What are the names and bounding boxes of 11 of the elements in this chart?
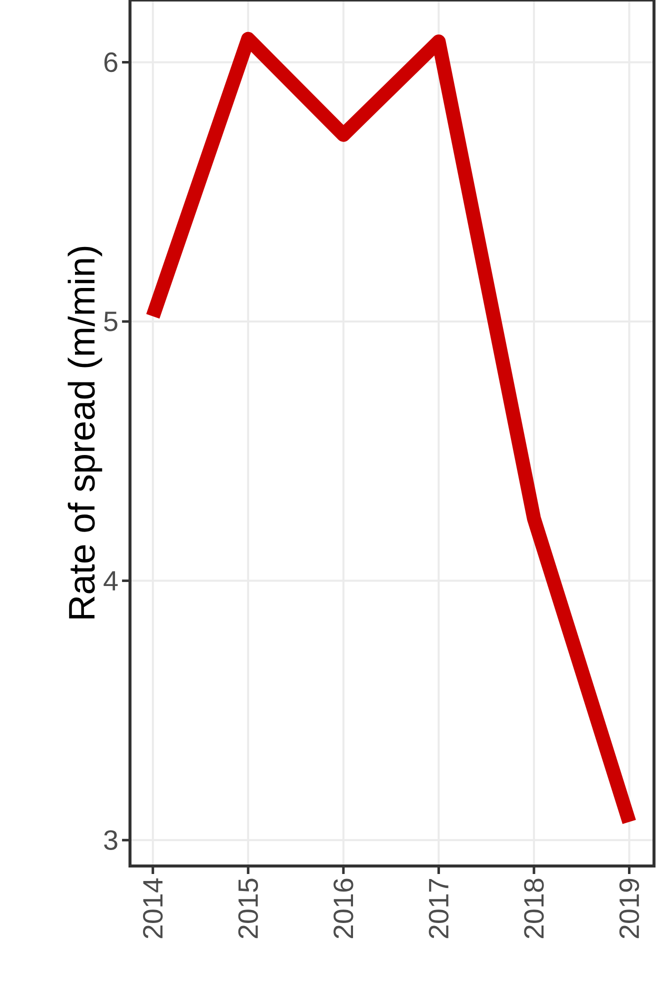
- x-tick-label: 2018: [524, 878, 544, 938]
- y-tick-label: 5: [104, 312, 118, 332]
- x-tick-label: 2016: [334, 878, 354, 938]
- x-tick-label: 2014: [143, 878, 163, 938]
- y-tick-label: 6: [104, 52, 118, 72]
- x-tick-label: 2015: [238, 878, 258, 938]
- x-tick-label: 2017: [428, 878, 449, 938]
- y-tick-label: 4: [104, 571, 118, 590]
- y-tick-label: 3: [104, 830, 118, 850]
- y-axis-title: Rate of spread (m/min): [68, 246, 102, 618]
- x-tick-label: 2019: [619, 878, 640, 938]
